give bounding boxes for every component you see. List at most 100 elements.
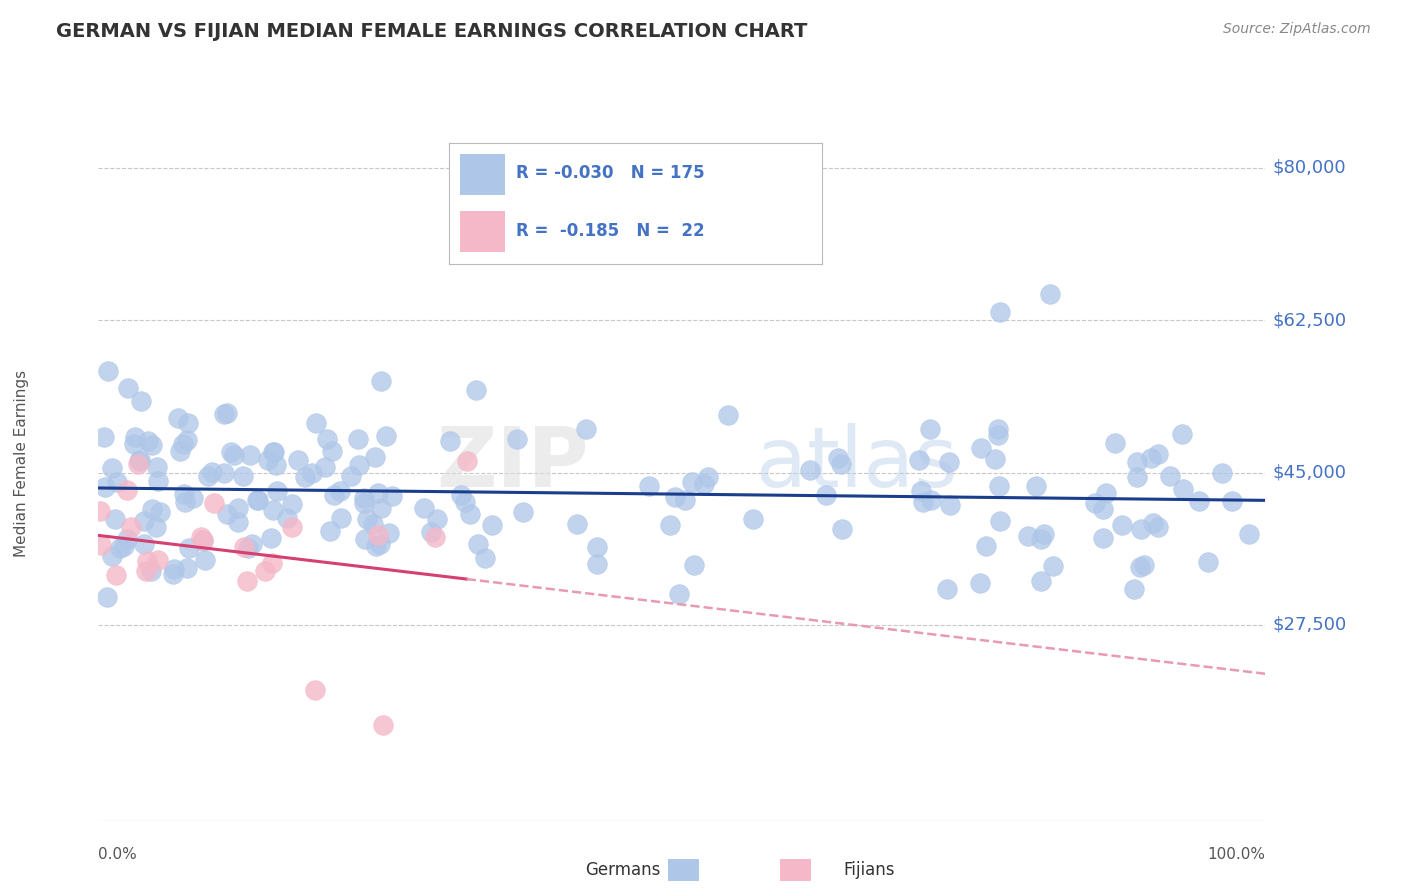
Point (1029, 532, 1052, 546)
Point (321, 444, 343, 458)
Point (172, 437, 194, 451)
Point (920, 492, 942, 507)
Point (481, 518, 503, 533)
Point (419, 524, 441, 539)
Point (375, 429, 398, 443)
Text: Source: ZipAtlas.com: Source: ZipAtlas.com (1223, 22, 1371, 37)
Point (969, 441, 991, 455)
Point (987, 422, 1010, 436)
Point (94, 480, 117, 494)
Text: Fijians: Fijians (844, 861, 896, 879)
Point (135, 554, 157, 568)
Point (93, 430, 115, 444)
Point (124, 430, 146, 444)
Point (323, 488, 346, 502)
Point (458, 507, 481, 521)
Point (319, 524, 342, 539)
Point (368, 537, 391, 551)
Point (673, 492, 696, 507)
Point (115, 532, 138, 546)
Point (423, 530, 446, 544)
Point (987, 427, 1010, 442)
Point (1039, 287, 1062, 301)
Point (353, 496, 375, 510)
Point (1147, 520, 1170, 534)
Text: $45,000: $45,000 (1272, 464, 1347, 482)
Point (177, 416, 200, 430)
Point (506, 432, 529, 446)
Point (1042, 558, 1064, 573)
Point (1130, 522, 1153, 536)
Text: Germans: Germans (585, 861, 661, 879)
Point (987, 479, 1010, 493)
Point (1146, 447, 1168, 461)
Point (191, 533, 214, 548)
Point (658, 518, 681, 533)
Point (264, 458, 287, 473)
Point (681, 475, 703, 489)
Point (373, 718, 395, 732)
Point (262, 556, 284, 570)
Point (1197, 555, 1219, 569)
Point (246, 492, 269, 507)
Point (935, 582, 957, 596)
Point (1133, 558, 1156, 573)
Point (287, 453, 309, 467)
Point (717, 408, 740, 422)
Bar (460, 211, 505, 252)
Point (104, 568, 127, 582)
Point (361, 517, 384, 532)
Point (226, 501, 249, 516)
Point (281, 519, 304, 533)
Point (574, 422, 596, 436)
Point (132, 514, 155, 528)
Point (378, 525, 401, 540)
Point (127, 457, 149, 471)
Point (354, 533, 377, 547)
Point (586, 557, 609, 571)
Point (1129, 560, 1152, 574)
Point (439, 434, 461, 449)
Point (263, 445, 285, 459)
Point (148, 474, 170, 488)
Point (474, 550, 496, 565)
Point (356, 512, 378, 526)
Point (1084, 496, 1107, 510)
Point (1033, 526, 1056, 541)
Point (664, 490, 686, 504)
Point (1211, 466, 1233, 480)
Point (381, 490, 404, 504)
Point (112, 539, 135, 553)
Point (346, 432, 368, 446)
Point (1125, 455, 1147, 469)
Point (145, 519, 167, 533)
Point (132, 537, 155, 551)
Point (141, 438, 163, 452)
Point (176, 433, 198, 447)
Point (191, 533, 214, 548)
Point (96, 591, 118, 605)
Point (450, 488, 472, 502)
Point (697, 469, 720, 483)
Point (830, 457, 852, 471)
Point (135, 565, 157, 579)
Point (162, 566, 184, 581)
Point (128, 454, 150, 468)
Point (232, 469, 254, 483)
Point (467, 536, 489, 550)
Point (239, 449, 262, 463)
Point (194, 553, 217, 567)
Point (117, 381, 139, 395)
Text: atlas: atlas (756, 424, 957, 504)
Point (173, 495, 195, 509)
Point (1091, 531, 1114, 545)
Point (988, 514, 1011, 528)
Point (1122, 582, 1144, 597)
Point (266, 484, 288, 499)
Point (567, 517, 589, 532)
Point (456, 454, 478, 468)
Point (831, 522, 853, 536)
Point (412, 500, 434, 515)
Point (301, 466, 323, 480)
Point (136, 434, 159, 449)
